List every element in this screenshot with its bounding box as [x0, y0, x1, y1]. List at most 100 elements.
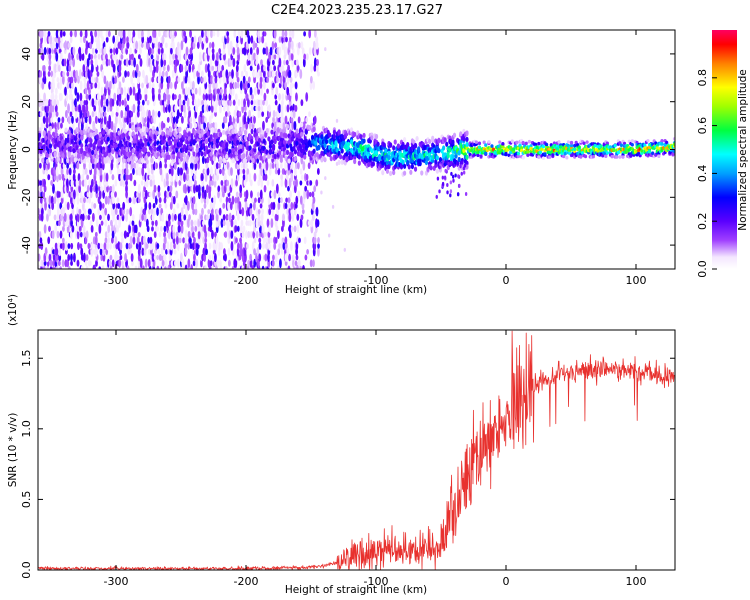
spectrogram-cell	[41, 52, 45, 61]
spectrogram-cell	[162, 135, 166, 141]
spectrogram-cell	[107, 30, 111, 38]
spectrogram-cell	[132, 103, 136, 114]
spectrogram-cell	[46, 51, 50, 62]
spectrogram-cell	[48, 99, 51, 107]
spectrogram-cell	[90, 178, 94, 188]
spectrogram-cell	[136, 110, 140, 118]
spectrogram-cell	[57, 34, 61, 45]
spectrogram-cell	[392, 145, 396, 151]
spectrogram-cell	[316, 58, 319, 67]
spectrogram-cell	[308, 47, 312, 55]
spectrogram-cell	[107, 213, 110, 221]
spectrogram-cell	[237, 98, 241, 107]
spectrogram-cell	[80, 135, 84, 141]
spectrogram-cell	[164, 30, 168, 38]
spectrogram-cell	[91, 47, 95, 55]
spectrogram-cell	[159, 99, 163, 106]
spectrogram-cell	[55, 41, 59, 50]
spectrogram-cell	[245, 189, 249, 200]
spectrogram-cells	[38, 30, 675, 269]
spectrogram-cell	[227, 247, 231, 256]
spectrogram-cell	[143, 235, 146, 246]
spectrogram-cell	[116, 59, 119, 66]
spectrogram-cell	[40, 242, 44, 251]
spectrogram-cell	[201, 207, 204, 216]
spectrogram-cell	[94, 149, 98, 155]
spectrogram-cell	[266, 65, 270, 72]
spectrogram-cell	[85, 254, 89, 261]
spectrogram-cell	[230, 218, 234, 228]
spectrogram-cell	[176, 203, 180, 209]
spectrogram-cell	[582, 141, 586, 146]
spectrogram-cell	[75, 178, 79, 188]
spectrogram-cell	[216, 88, 220, 95]
spectrogram-cell	[237, 30, 241, 37]
spectrogram-cell	[210, 75, 213, 85]
spectrogram-cell	[67, 254, 71, 262]
spectrogram-cell	[212, 156, 216, 162]
spectrogram-cell	[72, 168, 76, 175]
spectrogram-cell	[186, 200, 190, 211]
spectrogram-cell	[73, 252, 76, 263]
spectrogram-cell	[282, 242, 286, 250]
spectrogram-cell	[243, 111, 247, 117]
spectrogram-cell	[93, 166, 97, 177]
spectrogram-cell	[265, 160, 269, 171]
spectrogram-cell	[286, 149, 290, 155]
spectrogram-cell	[266, 180, 270, 186]
spectrogram-cell	[296, 213, 300, 221]
spectrogram-cell	[224, 59, 227, 66]
spectrogram-cell	[222, 191, 225, 198]
spectrogram-cell	[248, 172, 252, 183]
spectrogram-cell	[262, 120, 265, 131]
spectrogram-cell	[484, 143, 488, 147]
spectrogram-cell	[252, 220, 256, 226]
spectrogram-cell	[100, 220, 104, 226]
spectrogram-cell	[651, 151, 655, 155]
spectrogram-cell	[131, 124, 135, 131]
spectrogram-cell	[74, 76, 77, 84]
spectrogram-cell	[120, 87, 124, 96]
spectrogram-cell	[71, 208, 75, 216]
spectrogram-cell	[172, 121, 176, 130]
spectrogram-cell	[121, 260, 124, 267]
spectrogram-cell	[320, 134, 324, 140]
spectrogram-cell	[203, 189, 207, 200]
spectrogram-cell	[221, 35, 225, 44]
spectrogram-cell	[246, 97, 250, 108]
spectrogram-cell	[79, 36, 83, 43]
spectrogram-cell	[247, 59, 251, 66]
spectrogram-cell	[543, 152, 547, 156]
spectrogram-cell	[229, 58, 232, 67]
spectrogram-cell	[312, 126, 316, 132]
spectrogram-cell	[68, 167, 72, 176]
spectrogram-cell	[47, 71, 51, 77]
spectrogram-cell	[284, 115, 288, 125]
spectrogram-cell	[61, 241, 65, 251]
spectrogram-cell	[52, 260, 56, 267]
spectrogram-cell	[250, 128, 254, 135]
spectrogram-cell	[195, 184, 199, 193]
spectrogram-cell	[125, 173, 129, 182]
spectrogram-cell	[253, 76, 256, 84]
spectrogram-cell	[59, 41, 63, 50]
spectrogram-cell	[76, 162, 80, 170]
spectrogram-cell	[370, 148, 374, 154]
spectrogram-cell	[115, 135, 120, 141]
spectrogram-cell	[171, 93, 175, 101]
spectrogram-cell	[147, 35, 150, 44]
spectrogram-cell	[618, 155, 622, 159]
spectrogram-cell	[45, 114, 49, 125]
spectrogram-cell	[126, 265, 130, 269]
spectrogram-cell	[61, 153, 65, 159]
spectrogram-cell	[56, 157, 60, 163]
spectrogram-cell	[79, 243, 83, 249]
spectrogram-cell	[152, 35, 155, 44]
spectrogram-cell	[172, 225, 176, 233]
spectrogram-cell	[209, 151, 213, 157]
spectrogram-cell	[184, 248, 188, 256]
spectrogram-cell	[69, 87, 73, 95]
spectrogram-cell	[116, 76, 120, 83]
spectrogram-cell	[180, 40, 184, 51]
spectrogram-cell	[231, 195, 235, 205]
